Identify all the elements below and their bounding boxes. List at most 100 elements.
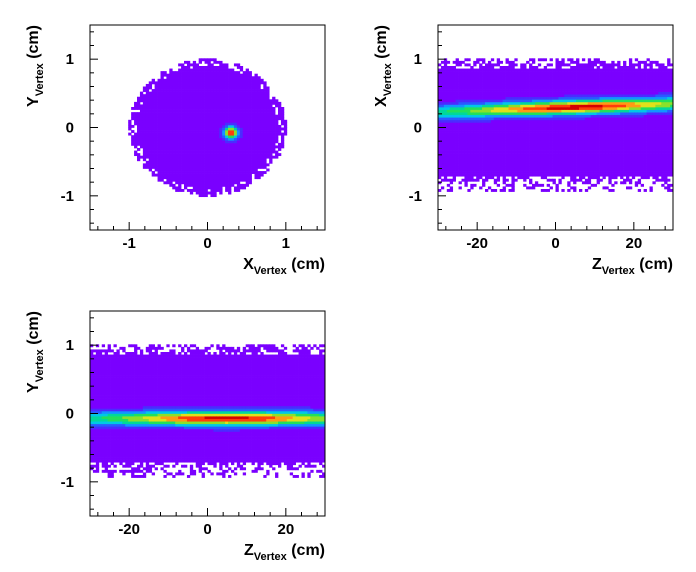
heatmap-cell [154, 112, 158, 116]
heatmap-cell [493, 107, 498, 110]
heatmap-cell [546, 142, 550, 146]
heatmap-cell [590, 86, 595, 90]
heatmap-cell [254, 165, 258, 169]
heatmap-cell [614, 91, 618, 95]
heatmap-cell [587, 107, 592, 110]
heatmap-cell [266, 142, 270, 146]
heatmap-cell [181, 107, 185, 110]
heatmap-cell [517, 89, 521, 92]
heatmap-cell [496, 132, 501, 136]
heatmap-cell [438, 140, 442, 144]
heatmap-cell [446, 68, 451, 72]
heatmap-cell [455, 160, 459, 164]
heatmap-cell [534, 109, 539, 113]
heatmap-cell [449, 109, 454, 113]
heatmap-cell [564, 89, 568, 92]
heatmap-cell [567, 155, 571, 159]
heatmap-cell [532, 96, 536, 100]
heatmap-cell [579, 89, 583, 92]
heatmap-cell [532, 71, 536, 75]
heatmap-cell [455, 155, 459, 159]
heatmap-cell [543, 68, 548, 72]
heatmap-cell [225, 137, 229, 141]
heatmap-cell [438, 176, 442, 180]
heatmap-cell [558, 104, 562, 108]
heatmap-cell [139, 145, 144, 149]
heatmap-cell [201, 178, 205, 182]
heatmap-cell [201, 140, 205, 144]
heatmap-cell [192, 76, 197, 80]
heatmap-cell [470, 160, 474, 164]
heatmap-cell [499, 99, 503, 103]
heatmap-cell [461, 78, 465, 82]
heatmap-cell [257, 137, 261, 141]
heatmap-cell [605, 132, 609, 136]
heatmap-cell [523, 173, 527, 177]
heatmap-cell [266, 109, 270, 113]
heatmap-cell [458, 148, 462, 151]
heatmap-cell [160, 73, 164, 77]
heatmap-cell [537, 171, 542, 174]
heatmap-cell [186, 117, 191, 121]
heatmap-cell [446, 127, 451, 131]
heatmap-cell [189, 127, 194, 131]
heatmap-cell [184, 145, 188, 149]
heatmap-cell [584, 181, 589, 185]
heatmap-cell [549, 173, 553, 177]
heatmap-cell [602, 153, 606, 157]
heatmap-cell [505, 165, 509, 169]
heatmap-cell [611, 160, 615, 164]
heatmap-cell [184, 112, 188, 116]
heatmap-cell [192, 142, 197, 146]
heatmap-cell [169, 122, 173, 126]
heatmap-cell [266, 153, 270, 157]
heatmap-cell [172, 163, 176, 167]
heatmap-cell [148, 153, 153, 157]
heatmap-cell [464, 127, 468, 131]
heatmap-cell [186, 189, 191, 192]
heatmap-cell [608, 81, 612, 85]
heatmap-cell [555, 107, 559, 110]
heatmap-cell [490, 165, 495, 169]
heatmap-cell [248, 78, 252, 82]
heatmap-cell [573, 107, 577, 110]
heatmap-cell [602, 130, 606, 133]
heatmap-cell [611, 73, 615, 77]
heatmap-cell [160, 132, 164, 136]
heatmap-cell [222, 89, 226, 92]
heatmap-cell [452, 96, 456, 100]
heatmap-cell [573, 153, 577, 157]
heatmap-cell [517, 76, 521, 80]
heatmap-cell [543, 114, 548, 118]
heatmap-cell [593, 114, 597, 118]
heatmap-cell [145, 107, 150, 110]
heatmap-cell [446, 119, 451, 123]
heatmap-cell [458, 137, 462, 141]
heatmap-cell [213, 124, 217, 128]
heatmap-cell [131, 117, 135, 121]
heatmap-cell [443, 63, 448, 67]
heatmap-cell [493, 63, 498, 67]
heatmap-cell [520, 155, 524, 159]
heatmap-cell [584, 76, 589, 80]
heatmap-cell [228, 76, 232, 80]
heatmap-cell [508, 94, 512, 98]
heatmap-cell [496, 135, 501, 139]
heatmap-cell [160, 165, 164, 169]
heatmap-cell [567, 83, 571, 87]
heatmap-cell [534, 107, 539, 110]
heatmap-cell [248, 96, 252, 100]
heatmap-cell [479, 155, 483, 159]
heatmap-cell [611, 163, 615, 167]
heatmap-cell [464, 181, 468, 185]
heatmap-cell [499, 89, 503, 92]
heatmap-cell [163, 83, 167, 87]
heatmap-cell [157, 94, 161, 98]
heatmap-cell [608, 78, 612, 82]
heatmap-cell [137, 112, 141, 116]
heatmap-cell [263, 158, 267, 162]
heatmap-cell [534, 104, 539, 108]
heatmap-cell [482, 148, 486, 151]
heatmap-cell [201, 68, 205, 72]
heatmap-cell [593, 168, 597, 172]
